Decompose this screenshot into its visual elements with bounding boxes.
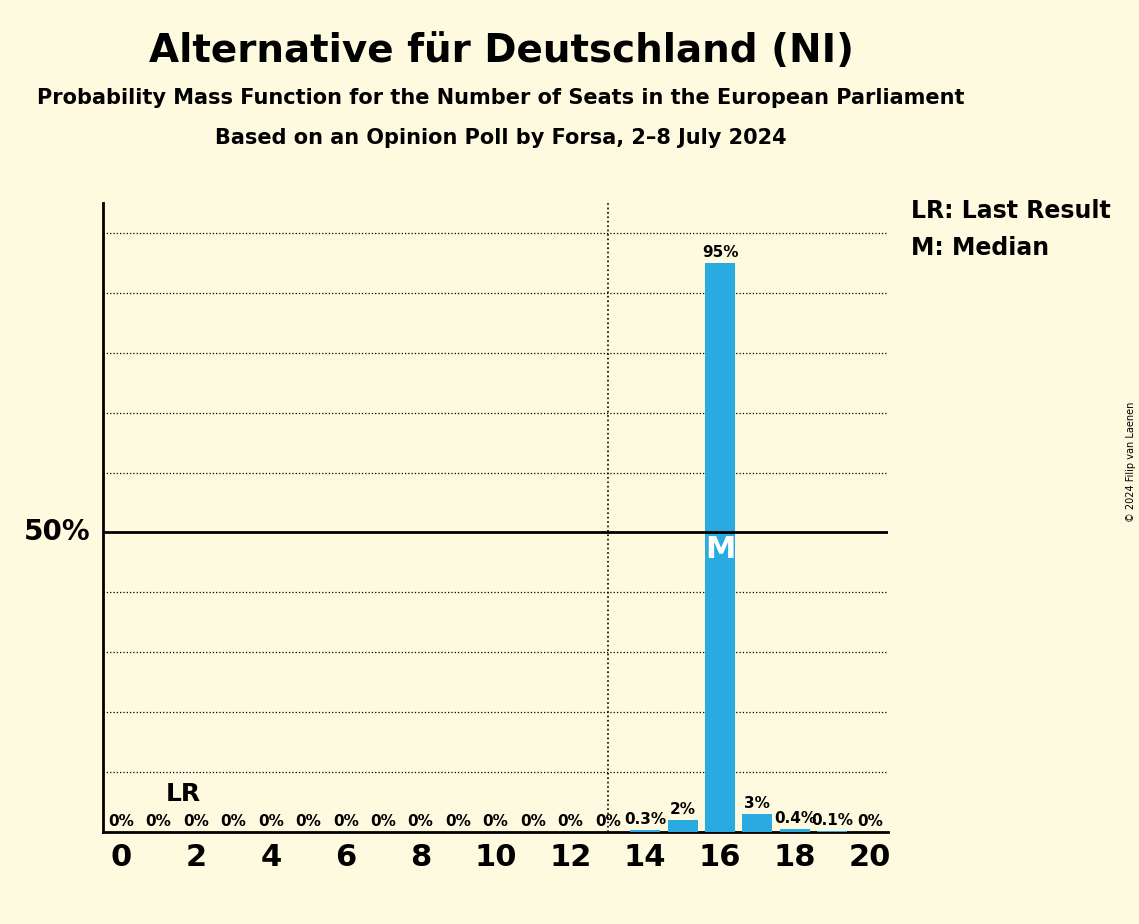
Text: 0%: 0%	[445, 814, 472, 829]
Text: 0%: 0%	[183, 814, 210, 829]
Bar	[705, 263, 735, 832]
Text: 0.3%: 0.3%	[624, 812, 666, 827]
Text: Probability Mass Function for the Number of Seats in the European Parliament: Probability Mass Function for the Number…	[38, 88, 965, 108]
Text: 0%: 0%	[408, 814, 434, 829]
Bar	[743, 814, 772, 832]
Text: 0%: 0%	[221, 814, 246, 829]
Text: 0%: 0%	[108, 814, 134, 829]
Text: 0%: 0%	[519, 814, 546, 829]
Text: 0%: 0%	[295, 814, 321, 829]
Text: M: M	[705, 535, 735, 565]
Text: 3%: 3%	[745, 796, 770, 810]
Text: LR: LR	[166, 783, 202, 807]
Text: 0%: 0%	[595, 814, 621, 829]
Text: 0.1%: 0.1%	[811, 813, 853, 828]
Text: 0%: 0%	[857, 814, 883, 829]
Text: 0%: 0%	[483, 814, 508, 829]
Text: LR: Last Result: LR: Last Result	[911, 199, 1111, 223]
Text: M: Median: M: Median	[911, 236, 1049, 260]
Bar	[667, 820, 697, 832]
Text: 95%: 95%	[702, 245, 738, 261]
Text: Alternative für Deutschland (NI): Alternative für Deutschland (NI)	[149, 32, 853, 70]
Text: 0%: 0%	[370, 814, 396, 829]
Text: 0.4%: 0.4%	[773, 811, 816, 826]
Text: Based on an Opinion Poll by Forsa, 2–8 July 2024: Based on an Opinion Poll by Forsa, 2–8 J…	[215, 128, 787, 148]
Text: 0%: 0%	[333, 814, 359, 829]
Text: 0%: 0%	[557, 814, 583, 829]
Text: 0%: 0%	[146, 814, 172, 829]
Text: 0%: 0%	[257, 814, 284, 829]
Text: 2%: 2%	[670, 802, 696, 817]
Bar	[630, 830, 661, 832]
Text: 50%: 50%	[24, 518, 91, 546]
Text: © 2024 Filip van Laenen: © 2024 Filip van Laenen	[1126, 402, 1136, 522]
Bar	[780, 829, 810, 832]
